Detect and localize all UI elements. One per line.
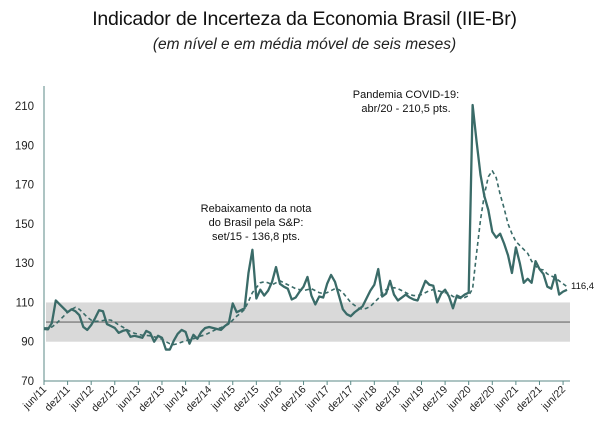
annotation-downgrade-line: do Brasil pela S&P: bbox=[209, 217, 304, 229]
x-tick-label: dez/15 bbox=[231, 384, 262, 415]
chart-subtitle: (em nível e em média móvel de seis meses… bbox=[152, 36, 457, 53]
x-tick-label: dez/17 bbox=[325, 384, 356, 415]
x-tick-label: dez/13 bbox=[136, 384, 167, 415]
y-tick-label: 130 bbox=[15, 258, 34, 270]
moving-average-series-line bbox=[44, 170, 568, 346]
x-tick-label: dez/14 bbox=[183, 384, 214, 415]
x-tick-label: dez/12 bbox=[89, 384, 120, 415]
y-tick-label: 170 bbox=[15, 180, 34, 192]
band-layer bbox=[46, 302, 570, 342]
level-series-line bbox=[43, 103, 568, 351]
y-tick-label: 110 bbox=[16, 297, 34, 309]
x-tick-label: jun/22 bbox=[539, 384, 569, 414]
y-tick-label: 90 bbox=[21, 337, 34, 349]
x-tick-label: dez/18 bbox=[372, 384, 403, 415]
x-tick-label: dez/20 bbox=[467, 384, 498, 415]
annotation-downgrade-line: set/15 - 136,8 pts. bbox=[212, 231, 300, 243]
annotation-covid-line: Pandemia COVID-19: bbox=[353, 89, 459, 101]
x-tick-label: dez/16 bbox=[278, 384, 309, 415]
end-value-label: 116,4 bbox=[571, 281, 594, 292]
y-tick-label: 150 bbox=[15, 219, 34, 231]
annotation-covid-line: abr/20 - 210,5 pts. bbox=[361, 103, 450, 115]
y-tick-label: 190 bbox=[15, 140, 34, 152]
annotation-layer: 116,4 Rebaixamento da nota do Brasil pela … bbox=[201, 89, 594, 292]
x-tick-label: dez/11 bbox=[42, 384, 72, 414]
y-tick-label: 210 bbox=[15, 101, 34, 113]
chart-title: Indicador de Incerteza da Economia Brasi… bbox=[92, 8, 517, 30]
y-tick-label: 70 bbox=[21, 376, 34, 388]
x-tick-label: dez/21 bbox=[514, 384, 545, 415]
annotation-downgrade-line: Rebaixamento da nota bbox=[201, 203, 313, 215]
x-tick-label: dez/19 bbox=[419, 384, 450, 415]
series-layer bbox=[43, 103, 568, 351]
axes-layer: 7090110130150170190210jun/11dez/11jun/12… bbox=[15, 86, 570, 414]
